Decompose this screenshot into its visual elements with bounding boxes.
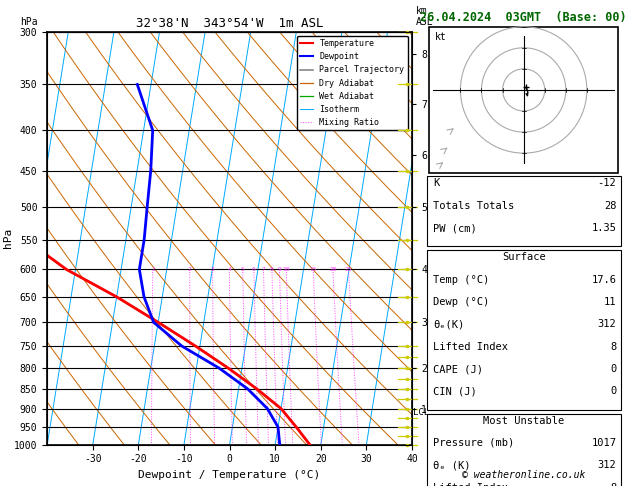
Text: 0: 0 <box>610 386 616 397</box>
Text: hPa: hPa <box>20 17 38 27</box>
Text: Pressure (mb): Pressure (mb) <box>433 438 515 448</box>
Text: km
ASL: km ASL <box>416 6 433 27</box>
Text: Most Unstable: Most Unstable <box>483 416 564 426</box>
Text: 3: 3 <box>211 267 214 272</box>
Text: Temp (°C): Temp (°C) <box>433 275 489 285</box>
Text: 0: 0 <box>610 364 616 374</box>
Bar <box>426 250 621 410</box>
Text: Totals Totals: Totals Totals <box>433 201 515 211</box>
Text: kt: kt <box>435 32 447 42</box>
Text: K: K <box>433 178 439 189</box>
Text: 312: 312 <box>598 319 616 330</box>
Text: 7: 7 <box>262 267 265 272</box>
Text: 1.35: 1.35 <box>591 223 616 233</box>
Text: 2: 2 <box>188 267 192 272</box>
Text: 8: 8 <box>270 267 274 272</box>
Text: CIN (J): CIN (J) <box>433 386 477 397</box>
Text: 8: 8 <box>610 483 616 486</box>
Legend: Temperature, Dewpoint, Parcel Trajectory, Dry Adiabat, Wet Adiabat, Isotherm, Mi: Temperature, Dewpoint, Parcel Trajectory… <box>297 36 408 130</box>
Text: 1017: 1017 <box>591 438 616 448</box>
Text: 25: 25 <box>345 267 352 272</box>
Text: 8: 8 <box>610 342 616 352</box>
Text: CAPE (J): CAPE (J) <box>433 364 483 374</box>
Text: 1: 1 <box>151 267 155 272</box>
Text: Lifted Index: Lifted Index <box>433 483 508 486</box>
Bar <box>426 176 621 246</box>
Text: -12: -12 <box>598 178 616 189</box>
Bar <box>426 414 621 486</box>
Text: Dewp (°C): Dewp (°C) <box>433 297 489 307</box>
Text: 28: 28 <box>604 201 616 211</box>
Text: Surface: Surface <box>502 252 545 262</box>
Text: 312: 312 <box>598 460 616 470</box>
Text: 10: 10 <box>282 267 290 272</box>
Text: θₑ(K): θₑ(K) <box>433 319 464 330</box>
Y-axis label: hPa: hPa <box>3 228 13 248</box>
Text: 11: 11 <box>604 297 616 307</box>
Text: LCL: LCL <box>413 408 429 417</box>
Text: Lifted Index: Lifted Index <box>433 342 508 352</box>
Title: 32°38'N  343°54'W  1m ASL: 32°38'N 343°54'W 1m ASL <box>136 17 323 31</box>
Text: 15: 15 <box>309 267 317 272</box>
Text: 17.6: 17.6 <box>591 275 616 285</box>
Bar <box>429 27 618 173</box>
X-axis label: Dewpoint / Temperature (°C): Dewpoint / Temperature (°C) <box>138 470 321 480</box>
Text: 4: 4 <box>228 267 231 272</box>
Text: PW (cm): PW (cm) <box>433 223 477 233</box>
Text: 26.04.2024  03GMT  (Base: 00): 26.04.2024 03GMT (Base: 00) <box>420 11 627 24</box>
Text: 6: 6 <box>252 267 256 272</box>
Text: 5: 5 <box>241 267 245 272</box>
Text: 20: 20 <box>329 267 337 272</box>
Text: 9: 9 <box>277 267 281 272</box>
Text: © weatheronline.co.uk: © weatheronline.co.uk <box>462 470 586 480</box>
Text: θₑ (K): θₑ (K) <box>433 460 470 470</box>
